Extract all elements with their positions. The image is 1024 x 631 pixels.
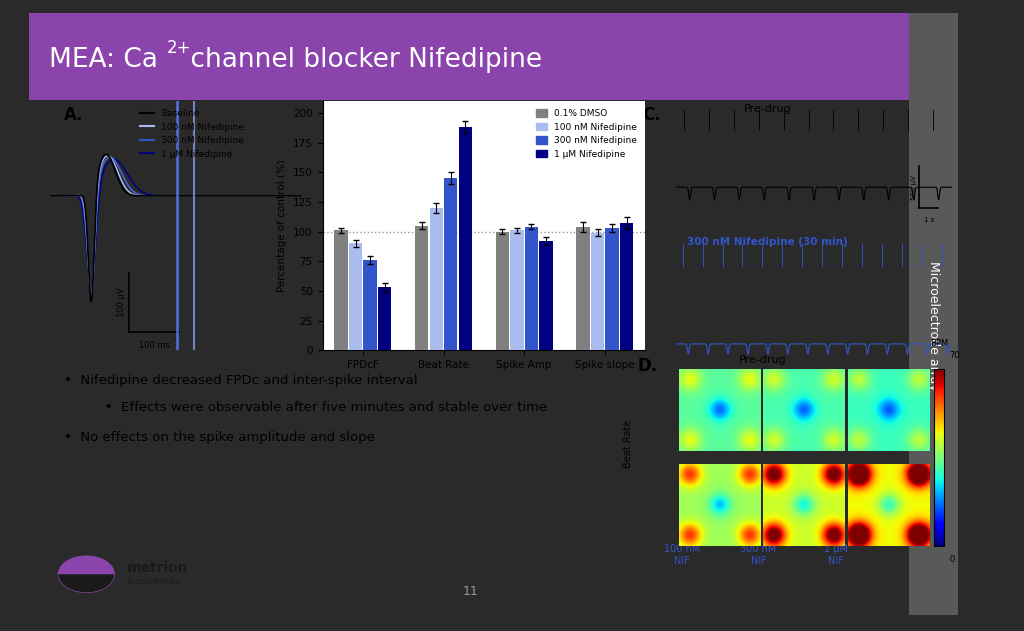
Text: 1 μM
NIF: 1 μM NIF (823, 544, 848, 566)
Text: BPM: BPM (930, 339, 948, 348)
Bar (496, 232, 509, 350)
Bar (605, 228, 618, 350)
Bar (524, 227, 538, 350)
Text: 500 μV: 500 μV (911, 175, 916, 199)
Text: 300 nM Nifedipine (30 min): 300 nM Nifedipine (30 min) (687, 237, 848, 247)
Bar (364, 260, 377, 350)
Wedge shape (58, 574, 115, 593)
Legend: 0.1% DMSO, 100 nM Nifedipine, 300 nM Nifedipine, 1 μM Nifedipine: 0.1% DMSO, 100 nM Nifedipine, 300 nM Nif… (532, 105, 641, 162)
Text: Beat Rate: Beat Rate (624, 420, 634, 468)
Bar (540, 241, 553, 350)
Text: •  Effects were observable after five minutes and stable over time: • Effects were observable after five min… (92, 401, 547, 415)
Text: channel blocker Nifedipine: channel blocker Nifedipine (182, 47, 543, 73)
Text: •  Nifedipine decreased FPDc and inter-spike interval: • Nifedipine decreased FPDc and inter-sp… (65, 374, 418, 387)
Bar (349, 244, 362, 350)
Bar (510, 230, 523, 350)
Text: Pre-drug: Pre-drug (744, 104, 792, 114)
Bar (430, 208, 443, 350)
Text: 1 s: 1 s (924, 216, 934, 223)
Bar (577, 227, 590, 350)
Text: 0: 0 (949, 555, 954, 563)
Text: B.: B. (322, 106, 341, 124)
Text: D.: D. (638, 357, 657, 375)
Bar (444, 178, 458, 350)
Text: A.: A. (65, 106, 84, 124)
Bar (620, 223, 633, 350)
Text: 100 nM
NIF: 100 nM NIF (665, 544, 700, 566)
Legend: Baseline, 100 nM Nifedipine, 300 nM Nifedipine, 1 μM Nifedipine: Baseline, 100 nM Nifedipine, 300 nM Nife… (137, 105, 248, 162)
Text: C.: C. (642, 106, 660, 124)
Text: 2+: 2+ (166, 38, 190, 57)
Text: 70: 70 (949, 351, 959, 360)
Text: Microelectrode array: Microelectrode array (927, 261, 940, 391)
FancyBboxPatch shape (29, 13, 958, 100)
Bar (335, 230, 348, 350)
Bar (459, 127, 472, 350)
Text: metrion: metrion (127, 561, 188, 575)
Text: 100 μV: 100 μV (118, 288, 126, 317)
Circle shape (58, 556, 115, 593)
Bar (378, 287, 391, 350)
Text: 11: 11 (463, 584, 478, 598)
Bar (415, 225, 428, 350)
Text: Pre-drug: Pre-drug (739, 355, 787, 365)
Text: MEA: Ca: MEA: Ca (49, 47, 158, 73)
Text: •  No effects on the spike amplitude and slope: • No effects on the spike amplitude and … (65, 432, 375, 444)
Text: 300 nM
NIF: 300 nM NIF (740, 544, 776, 566)
Y-axis label: Percentage of control (%): Percentage of control (%) (278, 159, 288, 292)
Text: 100 ms: 100 ms (138, 341, 169, 350)
Text: biosciences: biosciences (127, 577, 180, 586)
FancyBboxPatch shape (909, 13, 958, 615)
Bar (591, 233, 604, 350)
